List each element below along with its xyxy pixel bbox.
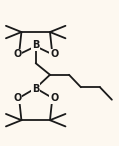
Text: O: O [13,49,21,59]
Text: B: B [32,84,39,94]
Text: B: B [32,40,39,50]
Text: O: O [13,93,21,103]
Text: O: O [50,49,58,59]
Text: O: O [50,93,58,103]
